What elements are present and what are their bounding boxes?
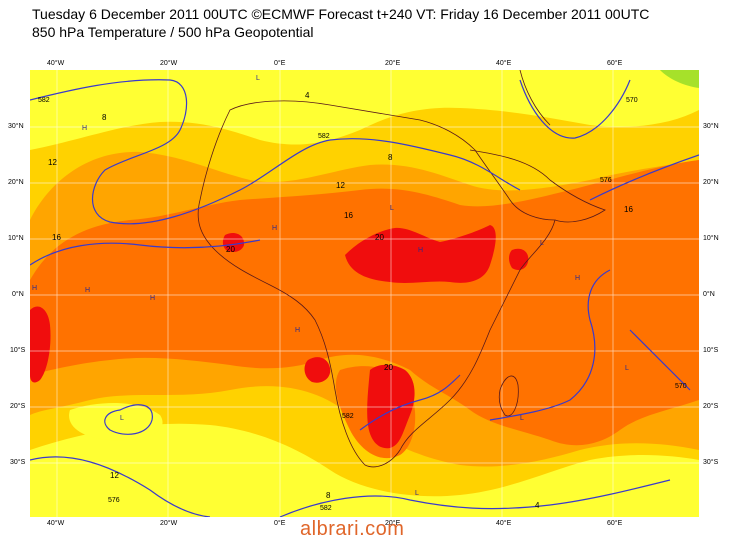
- pressure-marker: H: [295, 327, 300, 334]
- lat-tick-right: 20°S: [703, 403, 719, 410]
- temp-label: 12: [110, 471, 119, 480]
- lon-tick-bottom: 0°E: [274, 520, 286, 527]
- pressure-marker: L: [256, 75, 260, 82]
- temperature-label-group: 8 12 16 20 20 20 16 16 12 12 8 8 4 4: [48, 91, 633, 510]
- temp-field-20-24-east: [509, 248, 529, 270]
- contour-label: 576: [600, 177, 612, 184]
- lat-tick-left: 10°S: [10, 347, 26, 354]
- temp-label: 4: [305, 91, 310, 100]
- lat-tick-left: 30°S: [10, 459, 26, 466]
- pressure-marker: L: [120, 415, 124, 422]
- graticule: [30, 70, 699, 517]
- temp-label: 20: [384, 363, 393, 372]
- chart-subtitle: 850 hPa Temperature / 500 hPa Geopotenti…: [32, 24, 314, 40]
- lon-tick-bottom: 20°E: [385, 520, 401, 527]
- lon-tick-top: 20°E: [385, 60, 401, 67]
- lon-tick-top: 0°E: [274, 60, 286, 67]
- lon-tick-bottom: 20°W: [160, 520, 178, 527]
- temp-field-20-24-sahel: [345, 225, 496, 283]
- contour-label: 570: [626, 97, 638, 104]
- coastlines: [197, 70, 606, 468]
- temp-field-4-8-north: [30, 70, 699, 150]
- temp-label: 16: [344, 211, 353, 220]
- lon-tick-top: 40°W: [47, 60, 65, 67]
- temp-label: 8: [102, 113, 107, 122]
- contour-label: 582: [320, 505, 332, 512]
- temp-field-4-8-sw: [69, 403, 163, 441]
- lat-tick-left: 20°S: [10, 403, 26, 410]
- contour-label: 582: [38, 97, 50, 104]
- temp-label: 12: [48, 158, 57, 167]
- lat-tick-left: 20°N: [8, 179, 24, 186]
- lon-tick-top: 40°E: [496, 60, 512, 67]
- lon-tick-bottom: 40°W: [47, 520, 65, 527]
- temp-label: 12: [336, 181, 345, 190]
- lat-tick-left: 30°N: [8, 123, 24, 130]
- pressure-marker: H: [82, 125, 87, 132]
- temp-field-20-24-wafrica: [222, 233, 245, 253]
- geopotential-contours: [30, 79, 699, 517]
- lon-tick-top: 60°E: [607, 60, 623, 67]
- contour-label: 570: [675, 383, 687, 390]
- contour-label: 576: [108, 497, 120, 504]
- watermark: albrari.com: [300, 518, 405, 540]
- lat-tick-right: 10°S: [703, 347, 719, 354]
- contour-label: 582: [318, 133, 330, 140]
- temp-field-20-24-west: [30, 306, 51, 383]
- pressure-marker: L: [390, 205, 394, 212]
- map-canvas: 8 12 16 20 20 20 16 16 12 12 8 8 4 4 582…: [30, 70, 699, 517]
- contour-label-group: 582 582 570 576 582 576 582 570: [38, 97, 687, 512]
- lat-tick-right: 30°N: [703, 123, 719, 130]
- pressure-marker: H: [32, 285, 37, 292]
- temp-field-20-24-namibia: [304, 357, 331, 383]
- temp-field-cold-patch: [660, 70, 699, 88]
- pressure-marker: H: [150, 295, 155, 302]
- temp-label: 16: [624, 205, 633, 214]
- pressure-marker: L: [520, 415, 524, 422]
- pressure-marker: L: [415, 490, 419, 497]
- lon-tick-bottom: 40°E: [496, 520, 512, 527]
- temp-label: 20: [226, 245, 235, 254]
- temp-label: 8: [326, 491, 331, 500]
- lat-tick-right: 0°N: [703, 291, 715, 298]
- temp-label: 20: [375, 233, 384, 242]
- temp-label: 8: [388, 153, 393, 162]
- pressure-marker-group: H H H H H H H H L L L L L L L: [32, 75, 629, 497]
- pressure-marker: H: [575, 275, 580, 282]
- lon-tick-top: 20°W: [160, 60, 178, 67]
- lat-tick-left: 10°N: [8, 235, 24, 242]
- pressure-marker: H: [85, 287, 90, 294]
- temp-field-16-20: [30, 160, 699, 446]
- lat-tick-right: 20°N: [703, 179, 719, 186]
- pressure-marker: L: [625, 365, 629, 372]
- pressure-marker: L: [540, 240, 544, 247]
- chart-title: Tuesday 6 December 2011 00UTC ©ECMWF For…: [32, 6, 650, 22]
- lat-tick-left: 0°N: [12, 291, 24, 298]
- temp-label: 4: [535, 501, 540, 510]
- temp-label: 16: [52, 233, 61, 242]
- contour-label: 582: [342, 413, 354, 420]
- pressure-marker: H: [272, 225, 277, 232]
- temp-field-4-8-south: [30, 423, 699, 517]
- pressure-marker: H: [418, 247, 423, 254]
- lat-tick-right: 10°N: [703, 235, 719, 242]
- lon-tick-bottom: 60°E: [607, 520, 623, 527]
- lat-tick-right: 30°S: [703, 459, 719, 466]
- weather-map: 8 12 16 20 20 20 16 16 12 12 8 8 4 4 582…: [30, 70, 699, 517]
